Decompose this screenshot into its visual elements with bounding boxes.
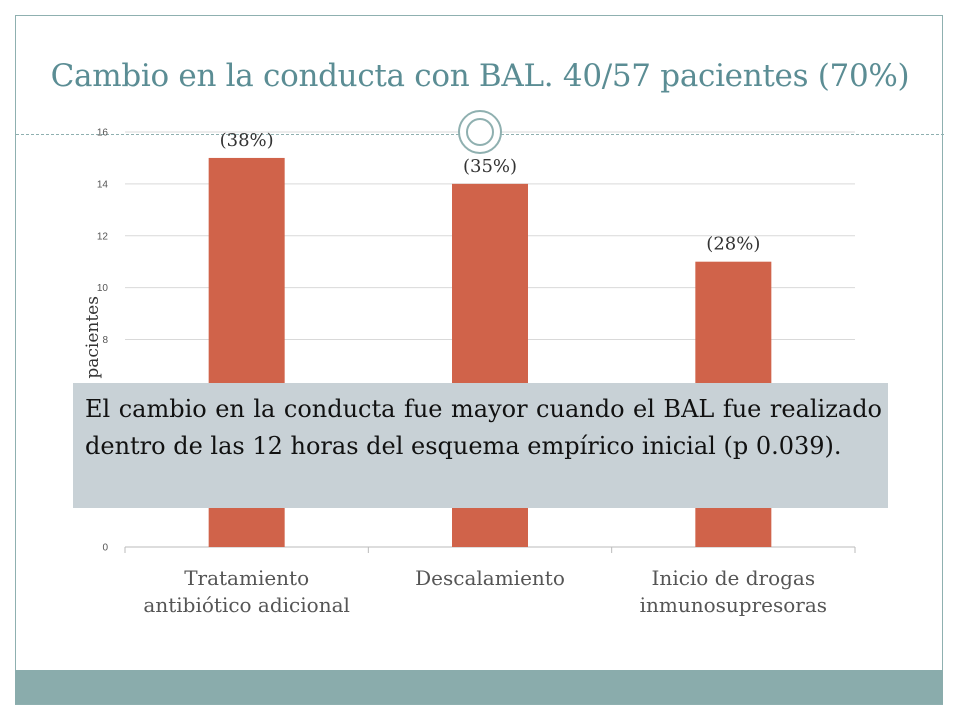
y-tick-label: 0 — [102, 543, 108, 554]
x-category-label: Inicio de drogas — [652, 566, 816, 590]
footer-bar — [15, 670, 943, 704]
y-tick-label: 8 — [102, 335, 108, 346]
x-category-label: antibiótico adicional — [143, 593, 349, 617]
slide-title: Cambio en la conducta con BAL. 40/57 pac… — [50, 58, 910, 94]
y-tick-label: 12 — [97, 231, 109, 242]
data-label: (28%) — [706, 234, 760, 255]
x-category-label: Descalamiento — [415, 566, 565, 590]
y-tick-label: 14 — [97, 179, 109, 190]
data-label: (38%) — [220, 130, 274, 151]
y-axis-label: de pacientes — [83, 296, 103, 405]
slide-frame — [15, 15, 943, 705]
x-category-label: inmunosupresoras — [640, 593, 827, 617]
data-label: (35%) — [463, 156, 517, 177]
circle-ornament-icon — [458, 110, 502, 154]
y-tick-label: 10 — [97, 283, 109, 294]
x-category-label: Tratamiento — [184, 566, 309, 590]
callout-box: El cambio en la conducta fue mayor cuand… — [73, 383, 888, 508]
y-tick-label: 16 — [97, 128, 109, 139]
circle-ornament-inner — [466, 118, 494, 146]
